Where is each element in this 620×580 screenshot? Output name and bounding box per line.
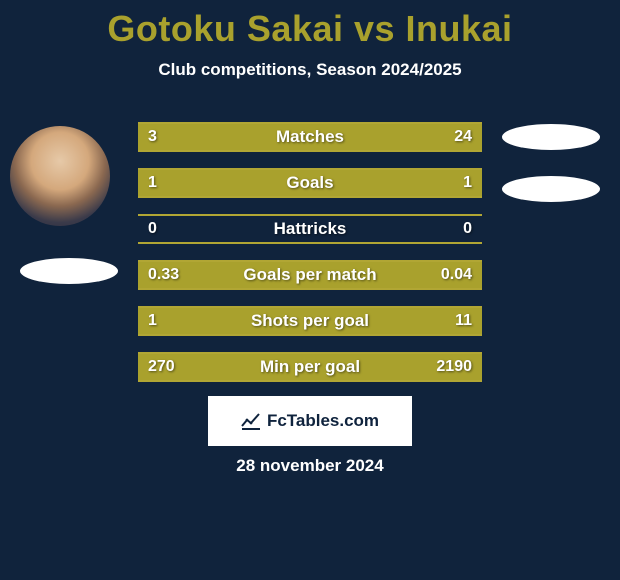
logo-text: FcTables.com [267,411,379,431]
stat-left-value: 0 [148,220,157,238]
player-right-name-badge-1 [502,124,600,150]
stat-label: Shots per goal [138,311,482,331]
stat-right-value: 24 [454,128,472,146]
stats-bars: Matches324Goals11Hattricks00Goals per ma… [138,122,482,398]
stat-row: Shots per goal111 [138,306,482,336]
player-left-name-badge [20,258,118,284]
stat-label: Min per goal [138,357,482,377]
stat-row: Goals1 1 [138,168,482,198]
stat-right-value: 11 [455,312,472,330]
stat-row: Min per goal270 2190 [138,352,482,382]
page-title: Gotoku Sakai vs Inukai [0,0,620,50]
stat-right-value: 2190 [436,358,472,376]
stat-label: Goals [138,173,482,193]
stat-left-value: 1 [148,312,157,330]
player-left-avatar [10,126,110,226]
stat-left-value: 0.33 [148,266,179,284]
stat-left-value: 1 [148,174,157,192]
stat-row: Hattricks0 0 [138,214,482,244]
stat-label: Hattricks [138,219,482,239]
stat-label: Matches [138,127,482,147]
stat-row: Matches3 24 [138,122,482,152]
stat-right-value: 1 [463,174,472,192]
subtitle: Club competitions, Season 2024/2025 [0,60,620,80]
player-right-name-badge-2 [502,176,600,202]
fctables-logo: FcTables.com [208,396,412,446]
stat-left-value: 270 [148,358,175,376]
stat-label: Goals per match [138,265,482,285]
stat-left-value: 3 [148,128,157,146]
stat-row: Goals per match0.33 0.04 [138,260,482,290]
chart-icon [241,412,261,430]
date-text: 28 november 2024 [0,456,620,476]
stat-right-value: 0 [463,220,472,238]
stat-right-value: 0.04 [441,266,472,284]
